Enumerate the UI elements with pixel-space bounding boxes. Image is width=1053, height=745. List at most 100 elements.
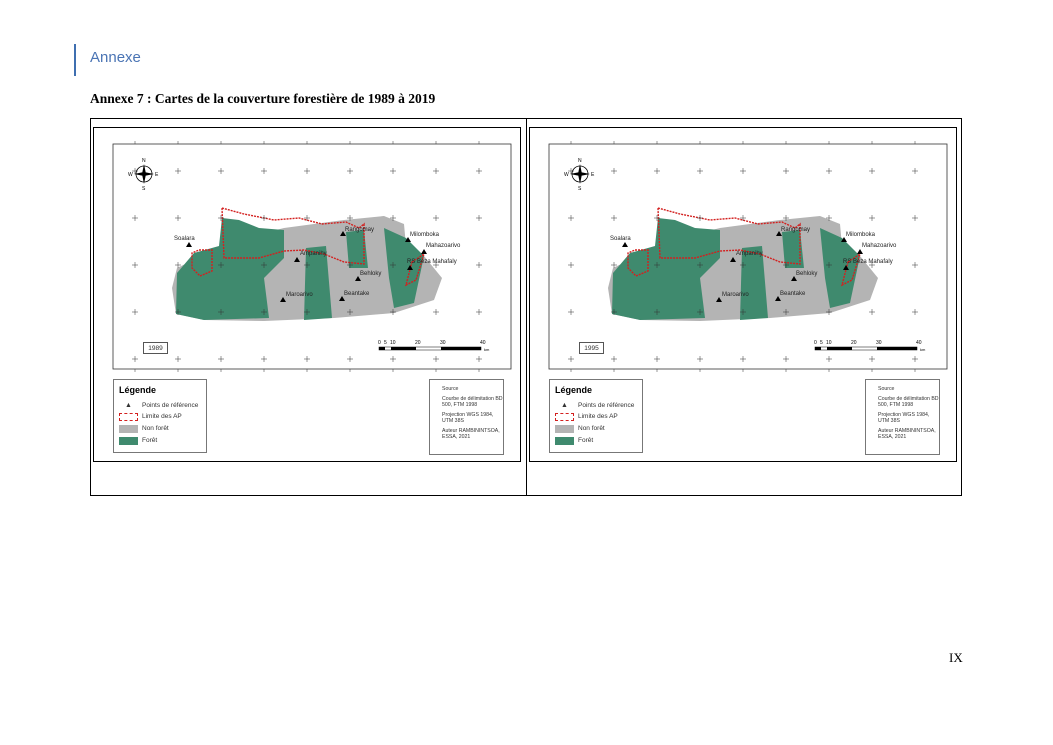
scale-tick-label: 40 [916, 340, 922, 346]
graticule-cross [304, 215, 310, 221]
svg-text:W: W [128, 172, 133, 178]
scale-tick-label: 5 [820, 340, 823, 346]
graticule-cross [826, 168, 832, 174]
graticule-cross [132, 262, 138, 268]
graticule-cross [783, 168, 789, 174]
graticule-cross [783, 262, 789, 268]
legend-item: Non forêt [119, 424, 169, 433]
graticule-cross [740, 309, 746, 315]
graticule-cross [654, 168, 660, 174]
place-label: Beantake [344, 291, 370, 297]
graticule-cross [390, 168, 396, 174]
graticule-cross [347, 309, 353, 315]
graticule-cross [132, 356, 138, 362]
scale-tick-label: 30 [876, 340, 882, 346]
reference-point-marker [857, 249, 863, 254]
place-label: RS Beza Mahafaly [843, 259, 893, 265]
place-label: Maroarivo [286, 292, 313, 298]
scale-tick-label: 20 [851, 340, 857, 346]
reference-point-marker [294, 257, 300, 262]
map-svg: Soalara Rangomay Milomboka Mahazoarivo RS Be… [112, 141, 512, 372]
svg-text:S: S [578, 186, 582, 192]
reference-point-marker [716, 297, 722, 302]
place-label: RS Beza Mahafaly [407, 259, 457, 265]
graticule-cross [390, 215, 396, 221]
map-source-box: Source Courbe de délimitation BD 500, FTM… [429, 379, 504, 455]
place-label: Behloky [360, 271, 381, 277]
ap-limit-outline [627, 207, 862, 287]
reference-point-marker [775, 296, 781, 301]
scale-tick-label: 5 [384, 340, 387, 346]
forest-area [176, 218, 424, 320]
reference-point-marker [407, 265, 413, 270]
graticule-cross [304, 309, 310, 315]
graticule-cross [218, 356, 224, 362]
graticule-cross [568, 262, 574, 268]
reference-point-marker [421, 249, 427, 254]
graticule-cross [654, 309, 660, 315]
forest-map-1989: Soalara Rangomay Milomboka Mahazoarivo RS Be… [93, 127, 521, 462]
place-label: Milomboka [846, 232, 876, 238]
graticule-cross [869, 168, 875, 174]
legend-item: ▲ Points de référence [125, 401, 199, 410]
graticule-cross [433, 215, 439, 221]
reference-point-marker [405, 237, 411, 242]
scale-tick-label: 40 [480, 340, 486, 346]
scale-tick-label: 0 [814, 340, 817, 346]
scale-tick-label: 10 [390, 340, 396, 346]
graticule-cross [261, 168, 267, 174]
compass-rose-icon: N S E W [564, 158, 595, 192]
graticule-cross [218, 309, 224, 315]
svg-text:E: E [591, 172, 595, 178]
reference-point-marker [339, 296, 345, 301]
graticule-cross [697, 262, 703, 268]
svg-text:E: E [155, 172, 159, 178]
graticule-cross [390, 262, 396, 268]
reference-point-marker [355, 276, 361, 281]
graticule-cross [611, 309, 617, 315]
graticule-cross [261, 356, 267, 362]
place-label: Milomboka [410, 232, 440, 238]
graticule-cross [390, 309, 396, 315]
map-year-label: 1995 [579, 342, 604, 354]
graticule-cross [433, 168, 439, 174]
place-label: Mahazoarivo [862, 243, 897, 249]
map-legend: Légende ▲ Points de référence Limite des … [549, 379, 643, 453]
graticule-cross [304, 168, 310, 174]
legend-title: Légende [555, 385, 593, 395]
graticule-cross [697, 356, 703, 362]
graticule-cross [132, 168, 138, 174]
graticule-cross [218, 168, 224, 174]
graticule-cross [347, 215, 353, 221]
graticule-cross [912, 168, 918, 174]
graticule-cross [697, 168, 703, 174]
graticule-cross [740, 356, 746, 362]
graticule-cross [697, 309, 703, 315]
graticule-cross [826, 215, 832, 221]
graticule-cross [568, 215, 574, 221]
page-number: IX [949, 650, 963, 665]
map-svg: Soalara Rangomay Milomboka Mahazoarivo RS Be… [548, 141, 948, 372]
ap-limit-outline [191, 207, 426, 287]
scale-tick-label: 30 [440, 340, 446, 346]
graticule-cross [304, 262, 310, 268]
graticule-cross [390, 356, 396, 362]
graticule-cross [476, 356, 482, 362]
graticule-cross [218, 215, 224, 221]
graticule-cross [175, 262, 181, 268]
forest-map-1995: Soalara Rangomay Milomboka Mahazoarivo RS Be… [529, 127, 957, 462]
graticule-cross [912, 356, 918, 362]
graticule-cross [175, 215, 181, 221]
graticule-cross [304, 356, 310, 362]
graticule-cross [826, 262, 832, 268]
graticule-cross [568, 168, 574, 174]
graticule-cross [433, 309, 439, 315]
graticule-cross [261, 309, 267, 315]
scale-unit: km [484, 347, 490, 352]
graticule-cross [175, 168, 181, 174]
graticule-cross [740, 262, 746, 268]
graticule-cross [783, 356, 789, 362]
legend-item: Limite des AP [119, 412, 182, 421]
graticule-cross [476, 262, 482, 268]
